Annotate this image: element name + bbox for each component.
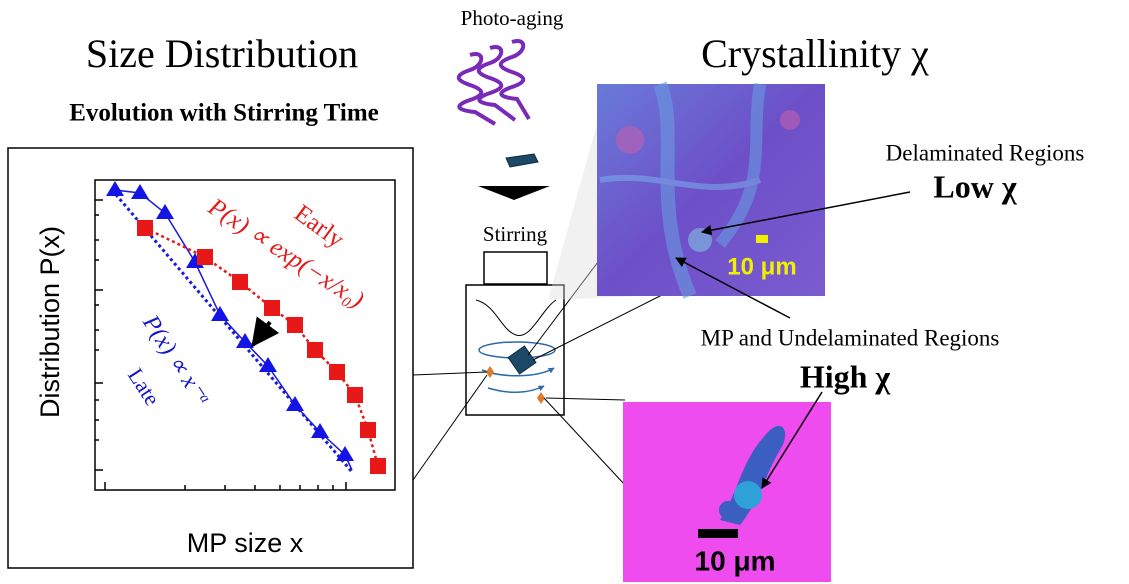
motor bbox=[484, 252, 547, 284]
high-label: High χ bbox=[800, 358, 892, 394]
sample-chip bbox=[506, 154, 538, 167]
region-label: Delaminated Regions bbox=[886, 140, 1085, 165]
low-label: Low χ bbox=[933, 168, 1017, 204]
scale-bar bbox=[756, 235, 768, 243]
panel-title: Size Distribution bbox=[86, 31, 358, 76]
y-axis-label: Distribution P(x) bbox=[35, 226, 65, 418]
panel-subtitle: Evolution with Stirring Time bbox=[69, 100, 379, 127]
scale-label: 10 μm bbox=[695, 545, 776, 576]
scale-label: 10 μm bbox=[727, 253, 796, 280]
beaker bbox=[466, 285, 564, 415]
scale-bar bbox=[698, 529, 738, 538]
middle-label: MP and Undelaminated Regions bbox=[701, 325, 1000, 350]
figure: Size Distribution Evolution with Stirrin… bbox=[0, 0, 1129, 584]
stirring-label: Stirring bbox=[483, 222, 548, 246]
process-label: Photo-aging bbox=[461, 6, 564, 30]
panel-title: Crystallinity χ bbox=[701, 31, 929, 76]
uv-waves bbox=[459, 41, 529, 124]
x-axis-label: MP size x bbox=[187, 528, 304, 558]
process-arrow bbox=[478, 186, 550, 200]
